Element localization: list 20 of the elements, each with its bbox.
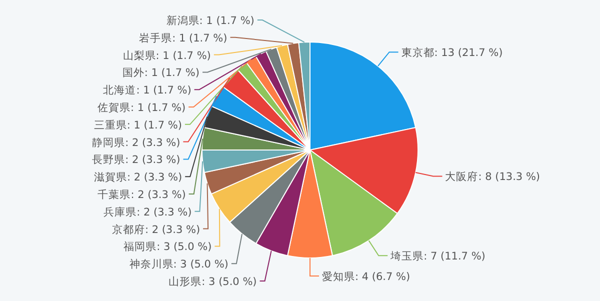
slice-label: 福岡県: 3 (5.0 %) <box>124 240 212 254</box>
slice-label: 兵庫県: 2 (3.3 %) <box>104 205 192 218</box>
slice-label: 京都府: 2 (3.3 %) <box>112 222 200 236</box>
slice-label: 三重県: 1 (1.7 %) <box>94 118 182 132</box>
slice-label: 神奈川県: 3 (5.0 %) <box>129 258 228 271</box>
slice-label: 愛知県: 4 (6.7 %) <box>322 270 410 283</box>
slice-label: 北海道: 1 (1.7 %) <box>103 84 192 97</box>
slice-label: 国外: 1 (1.7 %) <box>122 67 200 80</box>
slice-label: 山形県: 3 (5.0 %) <box>168 275 257 288</box>
slice-label: 長野県: 2 (3.3 %) <box>92 154 180 166</box>
slice-label: 大阪府: 8 (13.3 %) <box>445 170 540 184</box>
slice-label: 佐賀県: 1 (1.7 %) <box>97 102 186 114</box>
slice-label: 東京都: 13 (21.7 %) <box>401 46 503 60</box>
slice-label: 千葉県: 2 (3.3 %) <box>98 188 186 201</box>
slice-label: 岩手県: 1 (1.7 %) <box>139 31 228 44</box>
slice-label: 静岡県: 2 (3.3 %) <box>92 136 180 149</box>
slice-label: 滋賀県: 2 (3.3 %) <box>94 172 182 184</box>
slice-label: 山梨県: 1 (1.7 %) <box>122 48 211 62</box>
slice-label: 埼玉県: 7 (11.7 %) <box>390 250 486 263</box>
slice-label: 新潟県: 1 (1.7 %) <box>166 14 254 27</box>
